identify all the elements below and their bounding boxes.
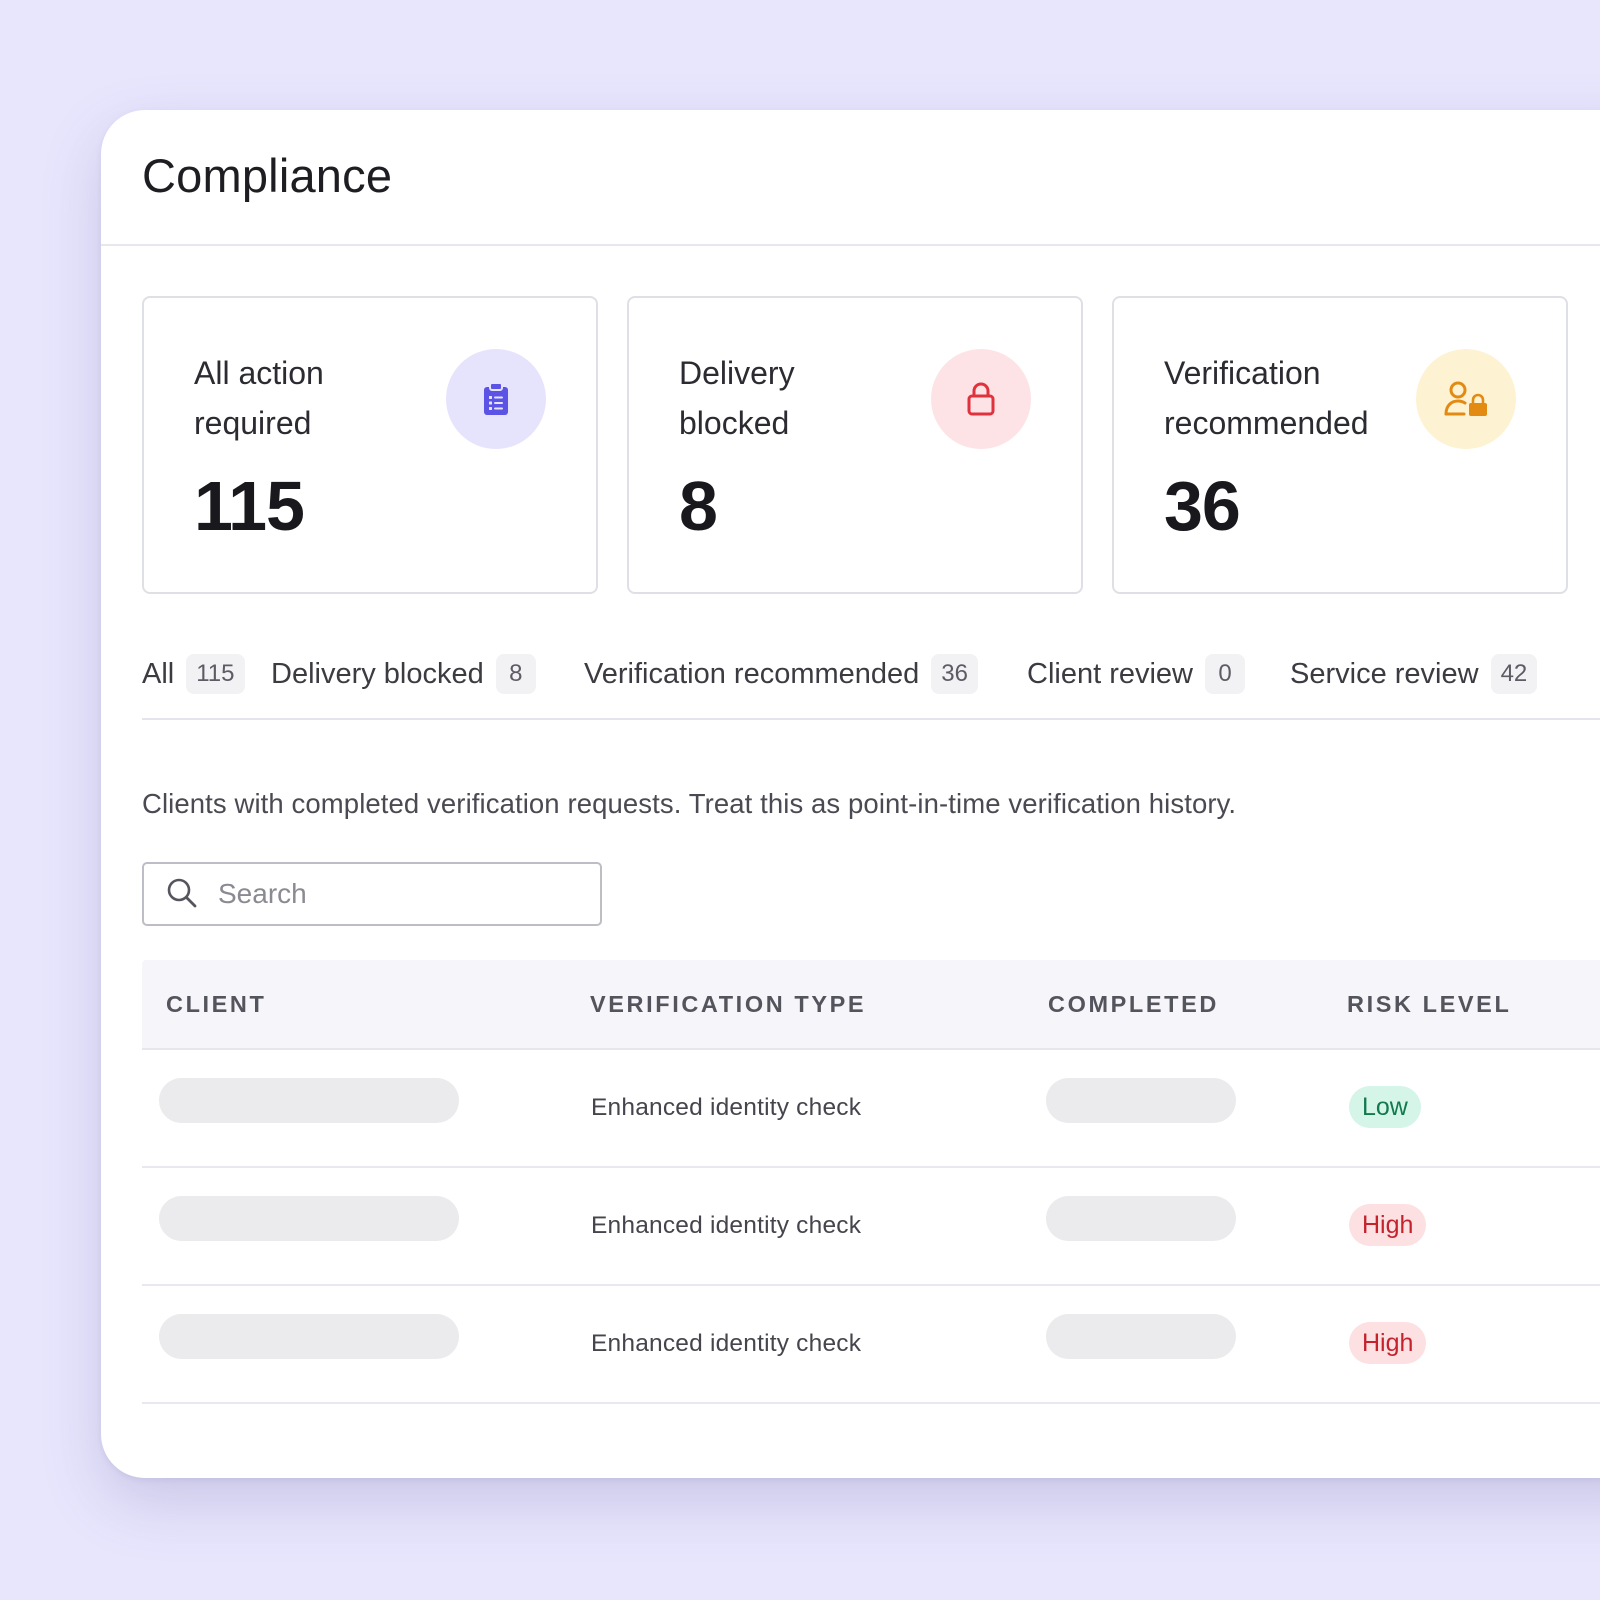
card-value: 36 [1164, 467, 1241, 545]
page-description: Clients with completed verification requ… [142, 788, 1237, 819]
table-row[interactable]: Enhanced identity check High [142, 1168, 1600, 1286]
verification-type-cell: Enhanced identity check [591, 1094, 862, 1121]
card-label: Verification recommended [1164, 355, 1369, 441]
card-value: 8 [679, 467, 718, 545]
table-header: Client Verification type Completed Risk … [142, 960, 1600, 1050]
tab-label: Service review [1290, 657, 1479, 690]
tab-client-review[interactable]: Client review 0 [1027, 654, 1245, 694]
tab-delivery-blocked[interactable]: Delivery blocked 8 [271, 654, 536, 694]
column-header-verification-type[interactable]: Verification type [590, 991, 867, 1017]
tab-label: Delivery blocked [271, 657, 484, 690]
completed-placeholder [1046, 1314, 1236, 1359]
column-header-risk-level[interactable]: Risk level [1347, 991, 1512, 1017]
tab-all[interactable]: All 115 [142, 654, 245, 694]
summary-cards: All action required 115 Delivery blocked… [142, 296, 1600, 598]
card-label: Delivery blocked [679, 355, 795, 441]
tab-label: Client review [1027, 657, 1193, 690]
risk-level-badge: Low [1349, 1086, 1421, 1128]
tab-service-review[interactable]: Service review 42 [1290, 654, 1538, 694]
search-input[interactable] [216, 877, 580, 911]
tab-label: Verification recommended [584, 657, 920, 690]
completed-placeholder [1046, 1078, 1236, 1123]
tab-count-badge: 42 [1490, 654, 1538, 694]
risk-level-badge: High [1349, 1322, 1427, 1364]
client-placeholder [159, 1196, 459, 1241]
page-header: Compliance [101, 110, 1600, 246]
page-title: Compliance [142, 149, 393, 202]
user-lock-icon [1416, 349, 1516, 449]
verification-type-cell: Enhanced identity check [591, 1212, 862, 1239]
table-row[interactable]: Enhanced identity check Low [142, 1050, 1600, 1168]
lock-icon [931, 349, 1031, 449]
column-header-completed[interactable]: Completed [1048, 991, 1219, 1017]
card-value: 115 [194, 467, 305, 545]
tab-count-badge: 36 [931, 654, 978, 694]
search-box[interactable] [142, 862, 602, 926]
column-header-client[interactable]: Client [166, 991, 267, 1017]
client-placeholder [159, 1078, 459, 1123]
tab-count-badge: 8 [495, 654, 536, 694]
completed-placeholder [1046, 1196, 1236, 1241]
card-label: All action required [194, 355, 324, 441]
search-icon [166, 877, 200, 911]
verification-type-cell: Enhanced identity check [591, 1330, 862, 1357]
card-verification-recommended[interactable]: Verification recommended 36 [1112, 296, 1568, 594]
compliance-panel: Compliance All action required 115 Deli [101, 110, 1600, 1478]
tab-label: All [142, 657, 175, 690]
client-placeholder [159, 1314, 459, 1359]
card-delivery-blocked[interactable]: Delivery blocked 8 [627, 296, 1083, 594]
card-all-action-required[interactable]: All action required 115 [142, 296, 598, 594]
tab-count-badge: 115 [186, 654, 245, 694]
filter-tabs: All 115 Delivery blocked 8 Verification … [142, 648, 1600, 720]
clipboard-list-icon [446, 349, 546, 449]
tab-count-badge: 0 [1205, 654, 1245, 694]
tab-verification-recommended[interactable]: Verification recommended 36 [584, 654, 978, 694]
table-row[interactable]: Enhanced identity check High [142, 1286, 1600, 1404]
risk-level-badge: High [1349, 1204, 1427, 1246]
verification-table: Client Verification type Completed Risk … [142, 960, 1600, 1404]
